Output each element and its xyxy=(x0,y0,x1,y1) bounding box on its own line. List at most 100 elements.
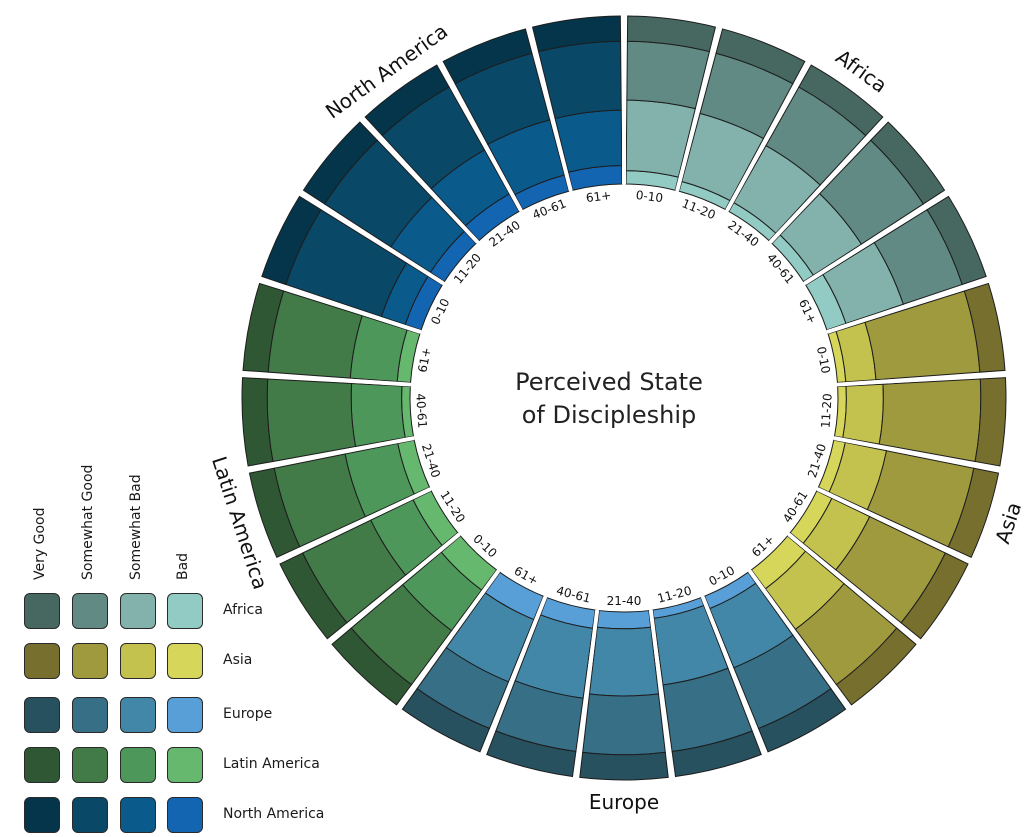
wedge-divider xyxy=(725,60,811,212)
wedge-divider xyxy=(700,596,768,756)
region-label-asia: Asia xyxy=(990,499,1024,546)
legend-swatch-latin-america-somewhat-bad xyxy=(120,747,156,783)
legend-header-label: Bad xyxy=(175,552,191,580)
legend-swatch-north-america-somewhat-bad xyxy=(120,797,156,833)
bar-segment-north-america-0-10-very-good xyxy=(261,195,322,286)
bar-segment-europe-21-40-somewhat-bad xyxy=(588,626,660,697)
bar-segment-europe-11-20-very-good xyxy=(671,730,762,778)
wedge-divider xyxy=(787,532,922,645)
legend-swatch-europe-somewhat-bad xyxy=(120,697,156,733)
category-label-asia-0-10: 0-10 xyxy=(814,345,833,374)
wedge-divider xyxy=(246,436,415,472)
legend-swatch-north-america-very-good xyxy=(24,797,60,833)
wedge-divider xyxy=(396,569,500,710)
bar-segment-north-america-40-61-very-good xyxy=(442,28,533,85)
bar-segment-latin-america-61-very-good xyxy=(242,282,285,373)
legend-label-africa: Africa xyxy=(223,602,263,618)
legend-label-asia: Asia xyxy=(223,652,253,668)
bar-segment-asia-40-61-very-good xyxy=(900,552,969,640)
wedge-divider xyxy=(748,569,852,710)
category-label-europe-21-40: 21-40 xyxy=(607,594,642,608)
bar-segment-africa-61-very-good xyxy=(926,195,987,286)
bar-segment-africa-21-40-very-good xyxy=(798,64,884,137)
wedge-divider xyxy=(526,25,573,192)
region-label-europe: Europe xyxy=(589,790,659,814)
legend-swatch-north-america-bad xyxy=(167,797,203,833)
bar-segment-africa-40-61-very-good xyxy=(870,121,946,205)
wedge-divider xyxy=(675,25,722,192)
wedge-divider xyxy=(769,116,889,244)
wedge-divider xyxy=(816,487,973,564)
bar-segment-latin-america-40-61-somewhat-bad xyxy=(350,382,406,448)
bar-segment-africa-11-20-very-good xyxy=(715,28,806,85)
legend-swatch-latin-america-bad xyxy=(167,747,203,783)
bar-segment-north-america-61-very-good xyxy=(531,15,622,53)
bar-segment-latin-america-40-61-very-good xyxy=(241,377,274,467)
bar-segment-europe-21-40-somewhat-good xyxy=(582,693,666,756)
wedge-divider xyxy=(837,371,1008,387)
wedge-divider xyxy=(573,610,600,780)
legend: Very Good Somewhat Good Somewhat Bad Bad Afr… xyxy=(0,0,340,833)
legend-swatch-europe-somewhat-good xyxy=(72,697,108,733)
category-label-latin-america-40-61: 40-61 xyxy=(413,393,429,429)
legend-swatch-africa-somewhat-bad xyxy=(120,593,156,629)
bar-segment-europe-40-61-very-good xyxy=(486,730,577,778)
bar-segment-asia-21-40-very-good xyxy=(947,467,1000,558)
bar-segment-asia-0-10-very-good xyxy=(963,282,1006,373)
wedge-divider xyxy=(833,436,1002,472)
chart-title-line-1: Perceived State xyxy=(515,368,703,396)
legend-swatch-europe-bad xyxy=(167,697,203,733)
wedge-divider xyxy=(258,277,422,334)
bar-segment-africa-0-10-very-good xyxy=(626,15,717,53)
wedge-divider xyxy=(803,190,950,286)
wedge-divider xyxy=(480,596,548,756)
wedge-divider xyxy=(359,116,479,244)
legend-swatch-europe-very-good xyxy=(24,697,60,733)
wedge-divider xyxy=(648,610,675,780)
wedge-divider xyxy=(275,487,432,564)
bar-segment-north-america-21-40-very-good xyxy=(364,64,450,137)
legend-row-asia: Asia xyxy=(0,643,320,683)
legend-swatch-asia-bad xyxy=(167,643,203,679)
legend-label-north-america: North America xyxy=(223,806,325,822)
legend-row-north-america: North America xyxy=(0,797,324,837)
bar-segment-latin-america-0-10-very-good xyxy=(331,627,413,706)
legend-label-europe: Europe xyxy=(223,706,273,722)
bar-segment-latin-america-21-40-very-good xyxy=(248,467,301,558)
bar-segment-europe-21-40-bad xyxy=(596,610,652,630)
legend-row-africa: Africa xyxy=(0,593,320,633)
legend-header-label: Somewhat Bad xyxy=(128,474,144,580)
legend-swatch-africa-very-good xyxy=(24,593,60,629)
legend-swatch-asia-somewhat-good xyxy=(72,643,108,679)
bar-segment-latin-america-11-20-very-good xyxy=(279,552,348,640)
wedge-divider xyxy=(298,190,445,286)
legend-swatch-asia-very-good xyxy=(24,643,60,679)
wedge-divider xyxy=(437,60,523,212)
bar-segment-north-america-11-20-very-good xyxy=(302,121,378,205)
bar-segment-africa-0-10-somewhat-good xyxy=(626,40,711,110)
legend-swatch-north-america-somewhat-good xyxy=(72,797,108,833)
wedge-divider xyxy=(326,532,461,645)
bar-segment-europe-61-very-good xyxy=(401,687,491,753)
wedge-divider xyxy=(240,371,411,387)
category-labels: 0-10 11-2021-4040-6161+0-1011-2021-4040-6… xyxy=(413,188,834,608)
bar-segment-europe-0-10-very-good xyxy=(757,687,847,753)
bar-segment-europe-21-40-very-good xyxy=(579,751,669,781)
category-label-latin-america-61: 61+ xyxy=(415,346,433,374)
legend-label-latin-america: Latin America xyxy=(223,756,320,772)
legend-swatch-asia-somewhat-bad xyxy=(120,643,156,679)
category-label-africa-0-10: 0-10 xyxy=(635,188,664,205)
legend-row-europe: Europe xyxy=(0,697,320,737)
legend-swatch-africa-somewhat-good xyxy=(72,593,108,629)
bar-segment-asia-61-very-good xyxy=(835,627,917,706)
legend-header-label: Very Good xyxy=(32,507,48,580)
legend-swatch-latin-america-somewhat-good xyxy=(72,747,108,783)
legend-swatch-latin-america-very-good xyxy=(24,747,60,783)
legend-header-label: Somewhat Good xyxy=(80,464,96,580)
legend-row-latin-america: Latin America xyxy=(0,747,320,787)
legend-swatch-africa-bad xyxy=(167,593,203,629)
wedge-divider xyxy=(826,277,990,334)
category-label-asia-11-20: 11-20 xyxy=(819,393,835,429)
radial-bars xyxy=(240,14,1008,781)
